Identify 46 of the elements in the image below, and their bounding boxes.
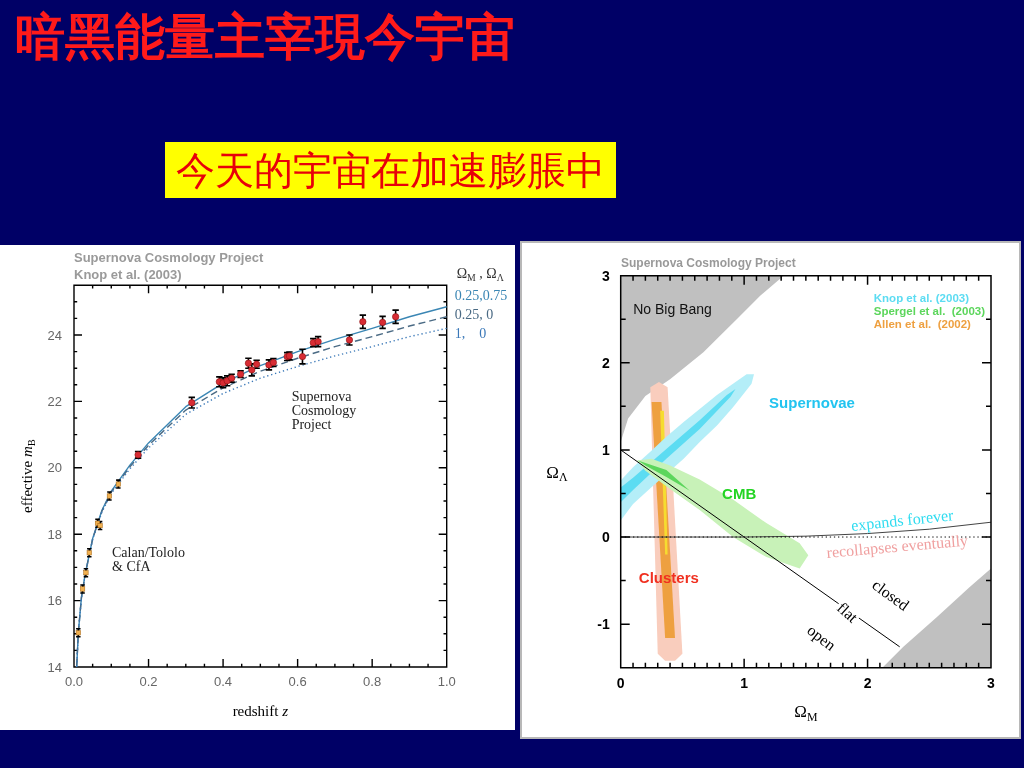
y-tick-label: 14 bbox=[47, 659, 62, 675]
legend-title: Ω$_{M}$ , Ω$_{Λ}$ bbox=[456, 266, 504, 284]
series-label: 1, 0 bbox=[454, 325, 487, 341]
x-tick-label: 0.0 bbox=[64, 674, 84, 689]
y-tick-label: 24 bbox=[47, 327, 62, 343]
x-tick-label: 0 bbox=[616, 674, 625, 691]
point bbox=[359, 318, 367, 326]
y-tick-label: 2 bbox=[601, 354, 610, 371]
y-tick-label: 3 bbox=[601, 267, 610, 284]
point bbox=[392, 313, 400, 321]
x-axis-title: redshift z bbox=[232, 703, 289, 719]
x-tick-label: 2 bbox=[863, 674, 872, 691]
series-label: 0.25, 0 bbox=[454, 306, 494, 322]
series-label: 0.25,0.75 bbox=[454, 288, 508, 303]
y-tick-label: 0 bbox=[601, 529, 610, 546]
text: 今天的宇宙在加速膨脹中 bbox=[176, 148, 605, 193]
y-axis-title: Ω$_{Λ}$ bbox=[546, 462, 569, 485]
chart-title: Supernova Cosmology Project bbox=[621, 256, 796, 270]
point bbox=[298, 353, 306, 361]
annotation: CMB bbox=[722, 484, 757, 502]
y-tick-label: 22 bbox=[47, 394, 62, 410]
x-axis-title: Ω$_{M}$ bbox=[794, 702, 818, 724]
x-tick-label: 3 bbox=[987, 674, 996, 691]
text: 暗黑能量主宰現今宇宙 bbox=[15, 8, 515, 66]
x-tick-label: 1 bbox=[740, 674, 749, 691]
y-tick-label: 18 bbox=[47, 526, 62, 542]
x-tick-label: 1.0 bbox=[437, 674, 456, 689]
x-tick-label: 0.2 bbox=[139, 674, 158, 689]
annotation: expands forever bbox=[850, 505, 955, 535]
point bbox=[379, 318, 387, 326]
annotation: Calan/Tololo & CfA bbox=[112, 545, 185, 575]
y-tick-label: 20 bbox=[47, 460, 62, 476]
annotation: Supernova Cosmology Project bbox=[291, 388, 357, 432]
annotation: No Big Bang bbox=[633, 300, 712, 317]
x-tick-label: 0.6 bbox=[288, 674, 307, 689]
x-tick-label: 0.4 bbox=[214, 674, 233, 689]
y-tick-label: 16 bbox=[47, 593, 62, 609]
chart-subtitle: Knop et al. (2003) bbox=[74, 267, 182, 282]
text: Spergel et al. (2003) bbox=[873, 304, 986, 317]
y-tick-label: -1 bbox=[597, 616, 610, 633]
chart-title: Supernova Cosmology Project bbox=[74, 250, 264, 265]
x-tick-label: 0.8 bbox=[363, 674, 382, 689]
y-tick-label: 1 bbox=[601, 441, 610, 458]
text: Allen et al. (2002) bbox=[873, 317, 972, 330]
text: Knop et al. (2003) bbox=[873, 291, 970, 304]
annotation: Supernovae bbox=[769, 393, 855, 411]
